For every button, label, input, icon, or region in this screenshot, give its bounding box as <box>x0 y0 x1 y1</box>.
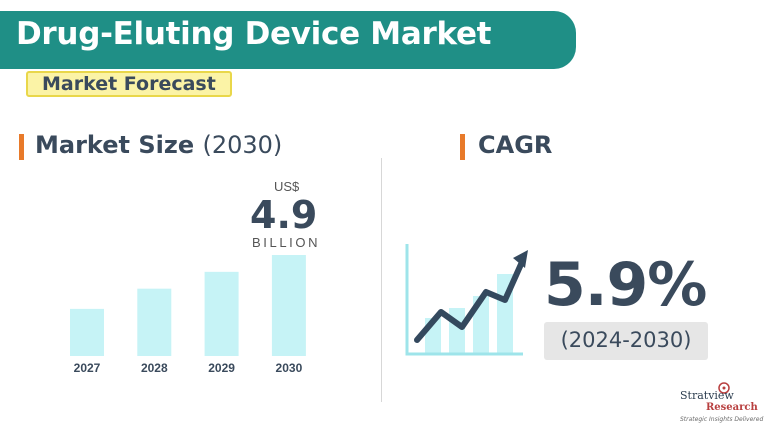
page-title: Drug-Eluting Device Market <box>16 16 492 52</box>
section-divider <box>381 158 382 402</box>
stratview-logo <box>718 382 730 394</box>
cagr-period-box <box>544 322 708 360</box>
bar-2027 <box>70 308 104 356</box>
cagr-period: (2024-2030) <box>560 328 692 352</box>
market-size-heading-year: (2030) <box>202 131 283 159</box>
x-tick-label-2028: 2028 <box>141 361 168 375</box>
market-size-heading: Market Size (2030) <box>35 131 282 159</box>
bar-2028 <box>137 288 172 356</box>
market-size-accent <box>19 134 24 160</box>
page-subtitle: Market Forecast <box>42 73 216 95</box>
cagr-heading: CAGR <box>478 131 553 159</box>
market-size-heading-text: Market Size <box>35 131 195 159</box>
market-size-currency: US$ <box>274 179 300 194</box>
x-tick-label-2030: 2030 <box>276 361 303 375</box>
market-size-value: 4.9 <box>250 193 317 237</box>
logo-name-secondary: Research <box>706 402 758 413</box>
title-banner <box>0 11 576 69</box>
bar-group <box>70 255 306 356</box>
bar-2029 <box>204 271 239 356</box>
logo-tagline: Strategic Insights Delivered <box>680 416 764 423</box>
logo-name: Stratview <box>680 389 734 402</box>
x-tick-label-2027: 2027 <box>74 361 101 375</box>
cagr-value: 5.9% <box>544 250 707 320</box>
subtitle-badge <box>26 71 232 97</box>
bar-2030 <box>271 255 306 356</box>
x-tick-label-2029: 2029 <box>208 361 235 375</box>
logo-target-icon <box>718 382 730 394</box>
x-axis-labels: 2027 2028 2029 2030 <box>74 361 303 375</box>
cagr-accent <box>460 134 465 160</box>
growth-chart-icon <box>405 244 528 356</box>
market-size-unit: BILLION <box>252 235 320 250</box>
